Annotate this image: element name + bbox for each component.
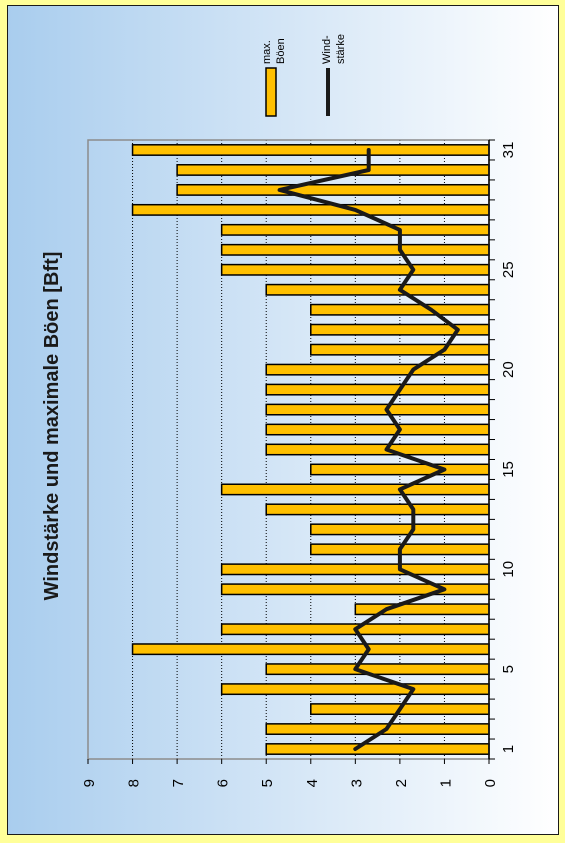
category-tick-label: 10 bbox=[500, 561, 517, 578]
category-tick-label: 15 bbox=[500, 461, 517, 478]
value-tick-label: 6 bbox=[215, 779, 232, 787]
legend-label: max. bbox=[261, 40, 273, 64]
bar-day-22 bbox=[310, 323, 490, 336]
bar-day-27 bbox=[220, 223, 490, 236]
category-tick-label: 20 bbox=[500, 361, 517, 378]
bar-day-21 bbox=[310, 343, 490, 356]
bar-day-10 bbox=[220, 563, 490, 576]
legend-label: stärke bbox=[335, 34, 347, 64]
bar-day-26 bbox=[220, 243, 490, 256]
bar-day-12 bbox=[310, 523, 490, 536]
category-tick-label: 25 bbox=[500, 261, 517, 278]
bar-day-14 bbox=[220, 483, 490, 496]
bar-day-17 bbox=[265, 423, 490, 436]
bar-day-30 bbox=[176, 164, 490, 176]
value-tick-label: 9 bbox=[81, 779, 98, 787]
bar-day-5 bbox=[265, 663, 490, 676]
bar-day-15 bbox=[310, 463, 490, 476]
bar-day-9 bbox=[220, 583, 490, 596]
category-tick-label: 1 bbox=[500, 745, 517, 753]
legend-swatch-bar bbox=[265, 67, 277, 117]
bar-day-25 bbox=[220, 263, 490, 276]
value-tick-label: 5 bbox=[259, 779, 276, 787]
bar-day-13 bbox=[265, 503, 490, 516]
line-windstaerke bbox=[277, 148, 460, 751]
bar-day-31 bbox=[131, 144, 490, 156]
value-tick-label: 7 bbox=[170, 779, 187, 787]
value-tick-label: 2 bbox=[393, 779, 410, 787]
bar-day-6 bbox=[131, 643, 490, 656]
bar-day-18 bbox=[265, 403, 490, 416]
bar-day-29 bbox=[176, 183, 490, 196]
value-tick-label: 3 bbox=[348, 779, 365, 787]
category-tick-label: 5 bbox=[500, 665, 517, 673]
legend-label: Böen bbox=[275, 38, 287, 64]
bar-day-16 bbox=[265, 443, 490, 456]
line-group bbox=[277, 148, 460, 751]
bar-day-8 bbox=[354, 603, 490, 616]
value-tick-label: 4 bbox=[304, 779, 321, 787]
chart-title: Windstärke und maximale Böen [Bft] bbox=[41, 252, 63, 601]
category-tick-label: 31 bbox=[500, 142, 517, 159]
value-tick-label: 8 bbox=[126, 779, 143, 787]
bar-day-23 bbox=[310, 303, 490, 316]
legend: max. Böen Wind-stärke bbox=[261, 34, 347, 117]
bar-day-4 bbox=[220, 683, 490, 696]
bar-day-1 bbox=[265, 743, 490, 755]
legend-label: Wind- bbox=[321, 35, 333, 64]
bar-day-24 bbox=[265, 283, 490, 296]
bar-day-19 bbox=[265, 383, 490, 396]
chart-panel: 0 1 2 3 4 5 6 7 8 9 1 5 10 15 20 25 31 max. Böen Wind-stär… bbox=[7, 5, 559, 835]
bar-day-28 bbox=[131, 203, 490, 216]
bar-day-20 bbox=[265, 363, 490, 376]
value-tick-label: 0 bbox=[482, 779, 499, 787]
value-tick-label: 1 bbox=[437, 779, 454, 787]
